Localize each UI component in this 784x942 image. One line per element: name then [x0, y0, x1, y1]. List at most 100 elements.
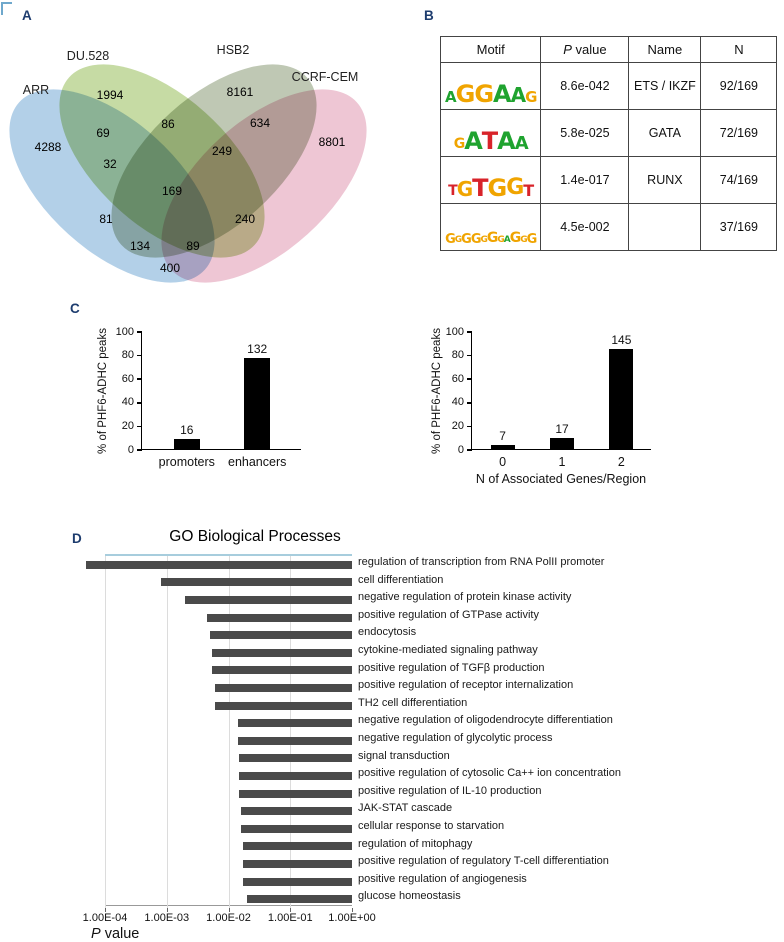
plot-area — [86, 554, 353, 912]
bar-category-label: positive regulation of IL-10 production — [358, 784, 542, 797]
bar — [239, 772, 352, 780]
venn-region-count: 86 — [161, 117, 175, 131]
x-tick-mark — [166, 908, 168, 912]
y-tick-label: 20 — [121, 419, 134, 432]
go-processes-chart: GO Biological Processes regulation of tr… — [83, 528, 784, 942]
logo-letter: G — [455, 79, 476, 108]
bar-labels-column: regulation of transcription from RNA Pol… — [358, 554, 778, 906]
y-tick-label: 40 — [121, 396, 134, 409]
bar-category-label: positive regulation of TGFβ production — [358, 661, 545, 674]
x-category-label: 0 — [499, 455, 507, 469]
y-tick-label: 100 — [115, 325, 134, 338]
x-tick-mark — [352, 908, 353, 912]
panel-c-label: C — [70, 301, 80, 316]
y-tick-mark — [137, 331, 142, 333]
bar-category-label: positive regulation of GTPase activity — [358, 608, 539, 621]
y-tick-mark — [137, 354, 142, 357]
y-tick-mark — [467, 331, 472, 333]
y-tick-label: 40 — [451, 396, 464, 409]
bar-category-label: positive regulation of receptor internal… — [358, 679, 574, 692]
bar — [173, 438, 200, 450]
name-cell: ETS / IKZF — [628, 62, 702, 110]
y-tick-mark — [137, 425, 142, 428]
bar-category-label: positive regulation of regulatory T-cell… — [358, 855, 609, 868]
y-tick-mark — [137, 449, 142, 451]
venn-region-count: 81 — [99, 212, 113, 226]
pvalue-column-header: P value — [540, 36, 630, 63]
bar — [214, 684, 352, 692]
x-axis-label: P value — [91, 926, 139, 942]
bar — [490, 445, 515, 450]
venn-region-count: 249 — [211, 144, 233, 158]
logo-letter: T — [448, 183, 458, 200]
bar-category-label: regulation of transcription from RNA Pol… — [358, 556, 605, 568]
bar — [242, 860, 352, 868]
logo-letter: T — [472, 173, 488, 202]
logo-letter: T — [523, 181, 534, 201]
bar-category-label: cytokine-mediated signaling pathway — [358, 644, 538, 656]
x-axis-label: N of Associated Genes/Region — [475, 472, 647, 486]
logo-letter: G — [474, 79, 494, 108]
y-tick-label: 0 — [457, 443, 464, 456]
panel-a-label: A — [22, 8, 32, 23]
motif-column-header: Motif — [439, 36, 542, 63]
gridline-vertical — [105, 556, 106, 908]
logo-letter: A — [510, 83, 527, 107]
logo-letter: A — [493, 79, 512, 108]
peaks-location-chart: % of PHF6-ADHC peaks 0 20 40 60 80 100 16 promo… — [95, 316, 335, 496]
bar — [214, 701, 352, 710]
logo-letter: G — [509, 230, 521, 247]
bar-category-label: negative regulation of protein kinase ac… — [358, 591, 572, 604]
n-column-header: N — [700, 36, 778, 63]
motif-table-header-row: Motif P value Name N — [439, 36, 778, 63]
logo-letter: G — [506, 175, 524, 201]
n-cell: 74/169 — [700, 156, 778, 204]
bar — [86, 560, 352, 569]
figure-corner-mark — [1, 2, 12, 15]
venn-region-count: 89 — [186, 239, 200, 253]
y-tick-label: 60 — [121, 372, 134, 385]
plot-area: 0 20 40 60 80 100 7 0 17 1 145 2 — [446, 326, 651, 469]
venn-region-count: 1994 — [96, 88, 124, 102]
name-cell: GATA — [628, 109, 702, 157]
logo-letter: A — [497, 126, 516, 155]
venn-region-count: 134 — [129, 239, 151, 253]
bar — [212, 666, 352, 675]
bar-category-label: negative regulation of glycolytic proces… — [358, 732, 553, 744]
plot-area: 0 20 40 60 80 100 16 promoters 132 enhancers — [116, 326, 301, 469]
y-tick-label: 60 — [451, 372, 464, 385]
y-tick-mark — [467, 449, 472, 451]
bar — [160, 578, 352, 587]
bar — [247, 895, 352, 904]
bar — [237, 736, 352, 745]
bar-value-label: 17 — [555, 422, 569, 437]
venn-set-label: ARR — [22, 83, 50, 97]
bar-value-label: 132 — [247, 341, 268, 356]
genes-per-region-chart: % of PHF6-ADHC peaks 0 20 40 60 80 100 7 0 17 1 14… — [425, 316, 695, 506]
logo-letter: G — [526, 231, 538, 247]
venn-region-count: 169 — [161, 184, 183, 198]
name-column-header: Name — [628, 36, 702, 63]
bar-category-label: positive regulation of cytosolic Ca++ io… — [358, 767, 621, 780]
y-tick-mark — [467, 402, 472, 404]
bar — [185, 596, 352, 604]
logo-letter: G — [487, 173, 508, 202]
logo-letter: G — [453, 136, 465, 153]
pvalue-cell: 8.6e-042 — [540, 62, 630, 110]
logo-letter: A — [445, 88, 457, 107]
y-tick-label: 80 — [121, 349, 134, 362]
x-category-label: 1 — [558, 455, 566, 469]
bar — [242, 842, 352, 851]
y-tick-mark — [467, 354, 472, 357]
chart-title: GO Biological Processes — [169, 528, 341, 545]
bar — [207, 613, 352, 622]
bar — [209, 631, 352, 640]
bar — [239, 789, 352, 798]
y-tick-mark — [467, 425, 472, 428]
venn-region-count: 634 — [249, 116, 271, 130]
bar-category-label: negative regulation of oligodendrocyte d… — [358, 714, 613, 727]
